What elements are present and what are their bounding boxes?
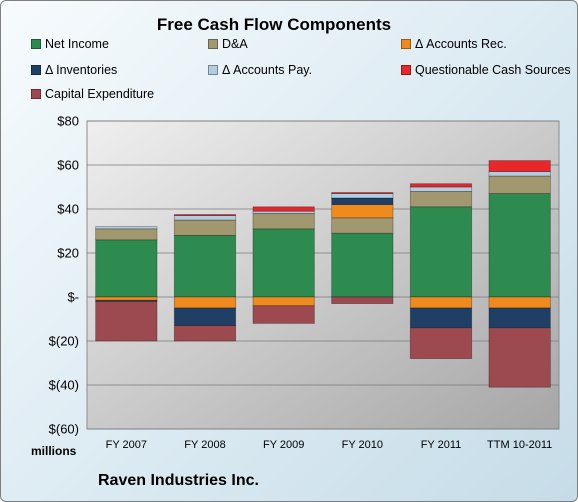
bar-segment (173, 214, 237, 216)
bar-segment (173, 215, 237, 221)
bar-segment (331, 204, 394, 219)
bar-segment (409, 307, 473, 329)
bar-segment (173, 296, 237, 309)
bar-segment (488, 296, 551, 309)
bar-segment (331, 197, 394, 205)
legend-item: Δ Accounts Rec. (401, 37, 507, 51)
bar-segment (331, 192, 394, 194)
legend-swatch (31, 89, 41, 99)
bar-segment (95, 239, 158, 298)
legend-swatch (31, 39, 41, 49)
legend-swatch (208, 65, 218, 75)
legend-label: Capital Expenditure (45, 87, 155, 101)
bar-segment (95, 228, 158, 241)
bar-segment (409, 296, 473, 309)
x-tick-label: FY 2011 (421, 439, 462, 451)
bar-segment (173, 325, 237, 342)
bar-segment (173, 219, 237, 236)
plot-background (86, 120, 560, 430)
bar-segment (409, 327, 473, 359)
company-name: Raven Industries Inc. (98, 472, 259, 489)
legend-label: Δ Accounts Rec. (415, 37, 507, 51)
bar-segment (252, 206, 315, 212)
legend-item: D&A (208, 37, 248, 51)
y-tick-label: $80 (57, 114, 79, 129)
chart-legend: Net Income D&A Δ Accounts Rec. Δ Inventorie… (1, 1, 577, 111)
bar-segment (95, 300, 158, 342)
y-tick-label: $(20) (49, 334, 79, 349)
legend-label: Questionable Cash Sources (415, 63, 571, 77)
y-tick-label: $20 (57, 246, 79, 261)
bar-segment (409, 186, 473, 192)
x-tick-label: TTM 10-2011 (487, 439, 552, 451)
y-tick-label: $(40) (49, 378, 79, 393)
x-tick-label: FY 2007 (106, 439, 147, 451)
x-tick-label: FY 2009 (263, 439, 304, 451)
bar-segment (173, 234, 237, 298)
bar-segment (409, 183, 473, 188)
legend-swatch (401, 65, 411, 75)
bar-segment (331, 217, 394, 234)
bar-segment (252, 305, 315, 324)
legend-label: D&A (222, 37, 248, 51)
legend-label: Δ Inventories (45, 63, 118, 77)
bar-segment (252, 212, 315, 230)
legend-item: Δ Inventories (31, 63, 117, 77)
bar-segment (331, 193, 394, 199)
legend-item: Net Income (31, 37, 109, 51)
legend-item: Δ Accounts Pay. (208, 63, 312, 77)
legend-item: Questionable Cash Sources (401, 63, 571, 77)
bar-segment (488, 171, 551, 177)
chart-title: Free Cash Flow Components (156, 15, 392, 34)
legend-label: Δ Accounts Pay. (222, 63, 313, 77)
bar-segment (331, 296, 394, 304)
bar-segment (331, 232, 394, 298)
bar-segment (488, 193, 551, 298)
y-tick-label: $(60) (49, 422, 79, 437)
bar-segment (488, 175, 551, 195)
x-tick-label: FY 2010 (342, 439, 383, 451)
legend-item: Capital Expenditure (31, 87, 154, 101)
y-tick-label: $- (67, 290, 79, 305)
x-tick-label: FY 2008 (184, 439, 225, 451)
legend-label: Net Income (45, 37, 109, 51)
bar-segment (409, 206, 473, 298)
y-tick-label: $60 (57, 158, 79, 173)
bar-segment (409, 190, 473, 208)
legend-swatch (401, 39, 411, 49)
bar-segment (488, 307, 551, 329)
bar-segment (173, 307, 237, 327)
bar-segment (95, 296, 158, 301)
bar-segment (252, 296, 315, 307)
bar-segment (95, 226, 158, 230)
bar-segment (252, 228, 315, 298)
legend-swatch (208, 39, 218, 49)
legend-swatch (31, 65, 41, 75)
bar-segment (488, 327, 551, 388)
units-label: millions (31, 444, 77, 458)
y-tick-label: $40 (57, 202, 79, 217)
bar-segment (488, 160, 551, 173)
